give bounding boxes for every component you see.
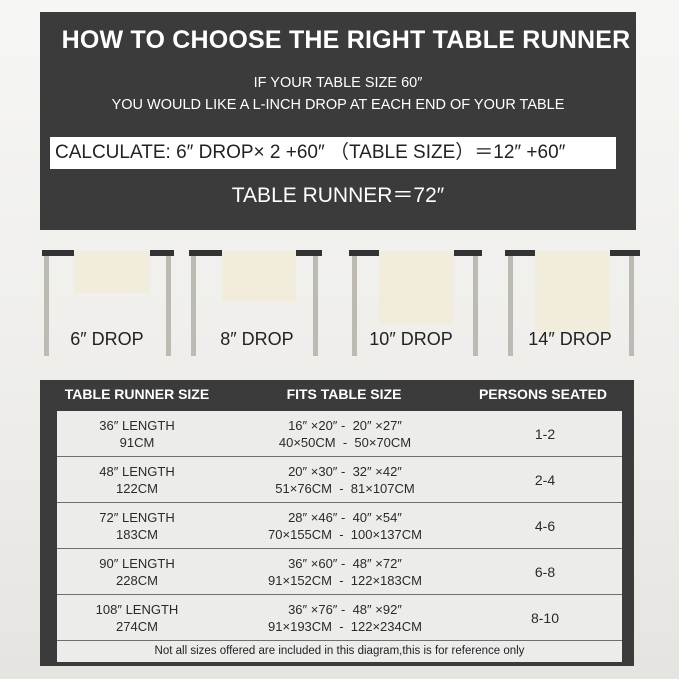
table-row: 48″ LENGTH 122CM 20″ ×30″ - 32″ ×42″ 51×76… xyxy=(57,457,622,503)
runner-length-cm: 122CM xyxy=(116,481,158,496)
fit-size-in: 28″ ×46″ - 40″ ×54″ xyxy=(288,510,402,525)
table-row: 90″ LENGTH 228CM 36″ ×60″ - 48″ ×72″ 91×15… xyxy=(57,549,622,595)
fit-size-cm: 40×50CM - 50×70CM xyxy=(278,435,412,450)
runner-length-cm: 274CM xyxy=(116,619,158,634)
runner-length-cm: 183CM xyxy=(116,527,158,542)
runner-14 xyxy=(535,251,610,333)
runner-10 xyxy=(379,251,454,324)
footnote: Not all sizes offered are included in th… xyxy=(154,645,525,657)
intro-line-2: YOU WOULD LIKE A L-INCH DROP AT EACH END… xyxy=(111,97,565,113)
persons-seated: 1-2 xyxy=(534,425,556,442)
runner-length-in: 72″ LENGTH xyxy=(99,510,175,525)
fit-size-cm: 91×193CM - 122×234CM xyxy=(268,619,422,634)
result: TABLE RUNNER＝72″ xyxy=(231,184,445,207)
runner-length-cm: 91CM xyxy=(119,435,155,450)
runner-length-cm: 228CM xyxy=(116,573,158,588)
runner-length-in: 36″ LENGTH xyxy=(99,418,175,433)
persons-seated: 8-10 xyxy=(530,609,560,626)
runner-length-in: 90″ LENGTH xyxy=(99,556,175,571)
persons-seated: 6-8 xyxy=(534,563,556,580)
fit-size-in: 36″ ×76″ - 48″ ×92″ xyxy=(288,602,402,617)
persons-seated: 4-6 xyxy=(534,517,556,534)
calculation-panel: HOW TO CHOOSE THE RIGHT TABLE RUNNER IF … xyxy=(40,12,636,230)
column-header: PERSONS SEATED xyxy=(478,386,608,402)
persons-seated: 2-4 xyxy=(534,471,556,488)
runner-length-in: 48″ LENGTH xyxy=(99,464,175,479)
fit-size-cm: 70×155CM - 100×137CM xyxy=(268,527,422,542)
table-row: 72″ LENGTH 183CM 28″ ×46″ - 40″ ×54″ 70×15… xyxy=(57,503,622,549)
calculation: CALCULATE: 6″ DROP× 2 +60″ （TABLE SIZE）＝… xyxy=(50,137,616,169)
runner-length-in: 108″ LENGTH xyxy=(95,602,179,617)
fit-size-cm: 51×76CM - 81×107CM xyxy=(275,481,415,496)
runner-8 xyxy=(222,251,296,301)
drop-label: 10″ DROP xyxy=(369,329,453,349)
fit-size-cm: 91×152CM - 122×183CM xyxy=(268,573,422,588)
column-header: FITS TABLE SIZE xyxy=(286,386,402,402)
drop-label: 8″ DROP xyxy=(220,329,294,349)
drop-label: 6″ DROP xyxy=(70,329,144,349)
fit-size-in: 20″ ×30″ - 32″ ×42″ xyxy=(288,464,402,479)
runner-6 xyxy=(74,251,150,293)
column-header: TABLE RUNNER SIZE xyxy=(64,386,210,402)
fit-size-in: 36″ ×60″ - 48″ ×72″ xyxy=(288,556,402,571)
drop-label: 14″ DROP xyxy=(528,329,612,349)
table-row: 108″ LENGTH 274CM 36″ ×76″ - 48″ ×92″ 91×1… xyxy=(57,595,622,641)
size-table: TABLE RUNNER SIZE FITS TABLE SIZE PERSON… xyxy=(40,380,634,666)
table-row: 36″ LENGTH 91CM 16″ ×20″ - 20″ ×27″ 40×50C… xyxy=(57,411,622,457)
fit-size-in: 16″ ×20″ - 20″ ×27″ xyxy=(288,418,402,433)
intro-line-1: IF YOUR TABLE SIZE 60″ xyxy=(253,75,423,91)
page-title: HOW TO CHOOSE THE RIGHT TABLE RUNNER xyxy=(61,26,631,54)
